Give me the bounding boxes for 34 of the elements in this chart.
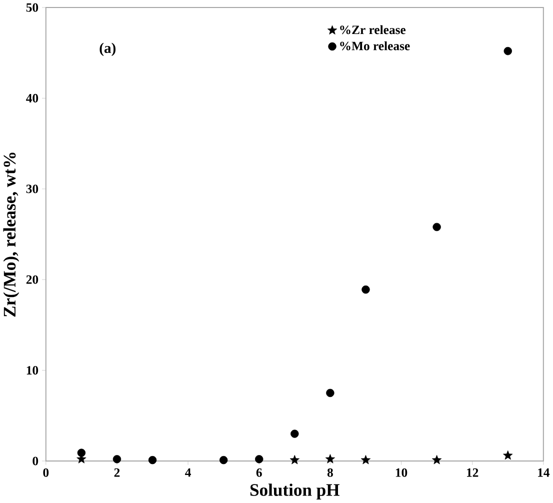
point	[325, 454, 336, 464]
x-tick-label: 12	[467, 468, 478, 477]
x-tick-label: 6	[256, 468, 262, 477]
point	[112, 455, 122, 464]
y-tick-label: 30	[26, 184, 38, 194]
y-tick-label: 50	[26, 3, 38, 12]
y-axis-title: Zr(/Mo), release, wt%	[3, 152, 20, 317]
x-tick-label: 10	[396, 468, 408, 478]
point	[504, 47, 512, 56]
legend-label: %Zr release	[340, 25, 406, 34]
point	[290, 430, 299, 438]
x-tick-label: 14	[538, 468, 550, 477]
legend-label: %Mo release	[340, 41, 410, 50]
x-tick-label: 4	[185, 468, 191, 477]
annotation: (a)	[100, 42, 116, 56]
point	[432, 455, 442, 464]
x-tick-label: 2	[114, 468, 120, 477]
point	[77, 448, 86, 458]
point	[255, 455, 264, 464]
y-tick-label: 10	[26, 366, 38, 375]
point	[503, 450, 513, 460]
point	[360, 455, 371, 464]
point	[290, 455, 300, 464]
point	[148, 456, 157, 464]
point	[219, 456, 228, 464]
y-tick-label: 20	[26, 275, 38, 284]
x-tick-label: 0	[43, 468, 49, 478]
point	[362, 286, 370, 294]
x-axis-title: Solution pH	[250, 484, 340, 500]
y-tick-label: 0	[32, 456, 38, 466]
x-tick-label: 8	[327, 468, 333, 478]
y-tick-label: 40	[26, 94, 38, 103]
point	[432, 223, 441, 232]
point	[326, 388, 334, 398]
